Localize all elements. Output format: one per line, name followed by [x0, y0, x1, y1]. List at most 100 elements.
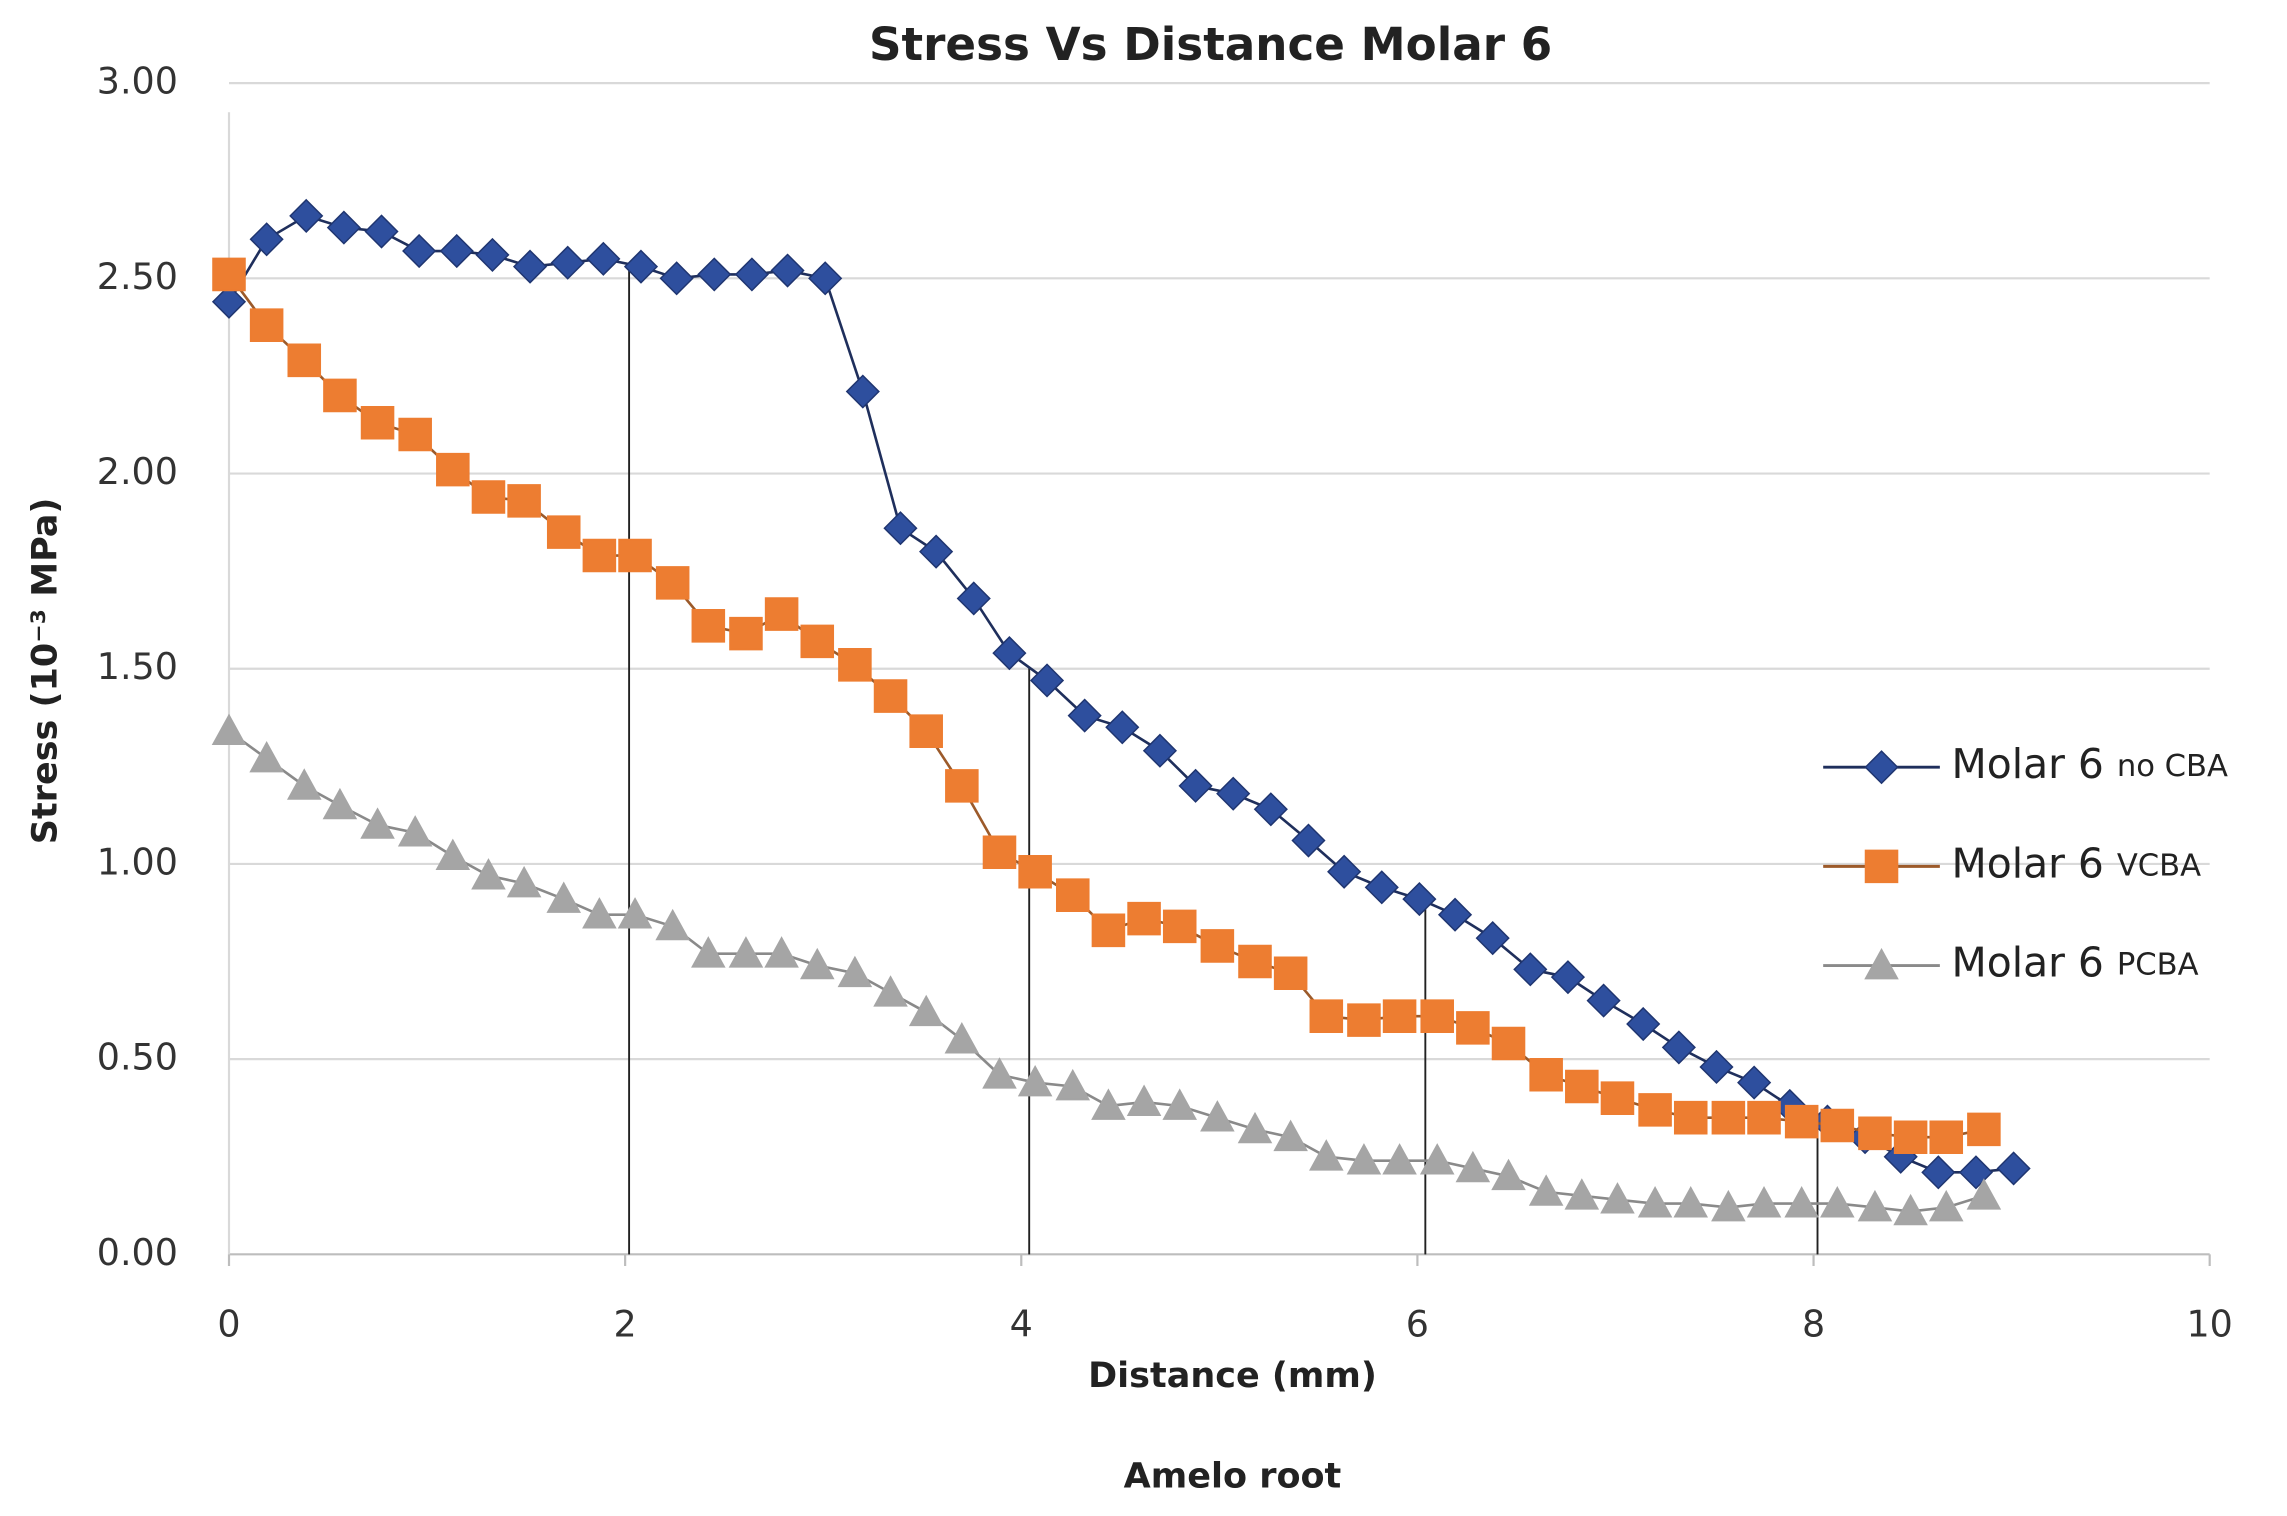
- marker: [1966, 1178, 2002, 1210]
- marker: [838, 648, 872, 682]
- marker: [697, 257, 732, 292]
- marker: [1402, 881, 1437, 917]
- marker: [1491, 1158, 1526, 1191]
- marker: [1347, 1003, 1381, 1037]
- marker: [655, 908, 690, 941]
- legend-label: Molar 6 no CBA: [1952, 740, 2229, 788]
- marker: [287, 343, 322, 378]
- marker: [873, 975, 908, 1007]
- marker: [1746, 1186, 1782, 1218]
- marker: [691, 609, 726, 643]
- marker: [1638, 1093, 1672, 1127]
- marker: [286, 768, 322, 800]
- marker: [1958, 1155, 1994, 1190]
- marker: [1747, 1100, 1781, 1135]
- chart-title: Stress Vs Distance Molar 6: [869, 18, 1552, 71]
- marker: [211, 284, 247, 319]
- marker: [582, 538, 617, 573]
- marker: [1055, 1068, 1091, 1101]
- x-axis-label: Distance (mm): [1088, 1356, 1377, 1396]
- y-tick-label: 1.00: [97, 840, 178, 883]
- marker: [734, 257, 769, 292]
- marker: [1491, 1026, 1526, 1061]
- marker: [982, 835, 1017, 869]
- y-tick-label: 0.00: [97, 1231, 178, 1274]
- marker: [249, 222, 284, 257]
- marker: [873, 679, 908, 713]
- y-tick-label: 3.00: [97, 60, 178, 103]
- marker: [1673, 1186, 1709, 1218]
- marker: [402, 233, 437, 269]
- marker: [623, 249, 659, 284]
- marker: [1699, 1049, 1734, 1085]
- marker: [1253, 792, 1288, 827]
- marker: [1586, 983, 1621, 1018]
- marker: [992, 636, 1027, 671]
- marker: [512, 249, 548, 284]
- marker: [471, 858, 506, 890]
- marker: [1967, 1112, 2001, 1147]
- marker: [982, 1057, 1017, 1089]
- marker: [1382, 1143, 1417, 1175]
- marker: [729, 616, 763, 651]
- x-tick-label: 0: [217, 1302, 240, 1345]
- series-line: [227, 273, 1985, 1139]
- marker: [659, 261, 694, 296]
- x-tick-label: 4: [1010, 1302, 1033, 1345]
- marker: [1309, 999, 1344, 1033]
- marker: [1437, 897, 1473, 932]
- marker: [883, 511, 918, 546]
- marker: [211, 713, 247, 746]
- marker: [1200, 929, 1235, 963]
- marker: [1017, 1065, 1053, 1097]
- marker: [1018, 854, 1052, 889]
- marker: [1929, 1120, 1964, 1154]
- marker: [435, 838, 471, 870]
- marker: [550, 245, 585, 280]
- marker: [1737, 1065, 1772, 1100]
- marker: [1091, 913, 1126, 948]
- marker: [837, 955, 873, 988]
- marker: [1273, 956, 1308, 991]
- marker: [808, 261, 843, 296]
- marker: [1600, 1182, 1635, 1214]
- y-tick-label: 0.50: [97, 1036, 178, 1079]
- marker: [289, 198, 324, 233]
- marker: [1291, 823, 1326, 858]
- marker: [944, 1022, 980, 1054]
- marker: [397, 815, 433, 847]
- marker: [1216, 776, 1251, 811]
- marker: [1857, 1189, 1893, 1222]
- y-tick-label: 2.50: [97, 255, 178, 298]
- marker: [1200, 1100, 1235, 1132]
- marker: [909, 714, 943, 748]
- marker: [800, 624, 835, 659]
- marker: [1475, 921, 1510, 956]
- marker: [1820, 1108, 1855, 1143]
- marker: [1364, 870, 1399, 905]
- marker: [1600, 1081, 1635, 1115]
- marker: [1820, 1186, 1855, 1218]
- marker: [617, 897, 653, 929]
- marker: [618, 538, 652, 573]
- marker: [764, 936, 799, 968]
- x-tick-label: 10: [2186, 1302, 2232, 1345]
- marker: [1893, 1120, 1928, 1154]
- marker: [1420, 999, 1454, 1033]
- marker: [1864, 750, 1899, 785]
- marker: [546, 881, 582, 913]
- marker: [507, 484, 541, 518]
- y-tick-label: 2.00: [97, 450, 178, 493]
- marker: [1126, 1084, 1162, 1116]
- marker: [1178, 768, 1213, 803]
- marker: [945, 769, 979, 803]
- marker: [728, 936, 764, 968]
- marker: [1273, 1119, 1308, 1152]
- marker: [1529, 1057, 1563, 1092]
- marker: [360, 406, 395, 440]
- marker: [1637, 1186, 1673, 1218]
- marker: [845, 374, 880, 409]
- marker: [1162, 909, 1197, 944]
- marker: [546, 515, 581, 549]
- marker: [1550, 960, 1586, 995]
